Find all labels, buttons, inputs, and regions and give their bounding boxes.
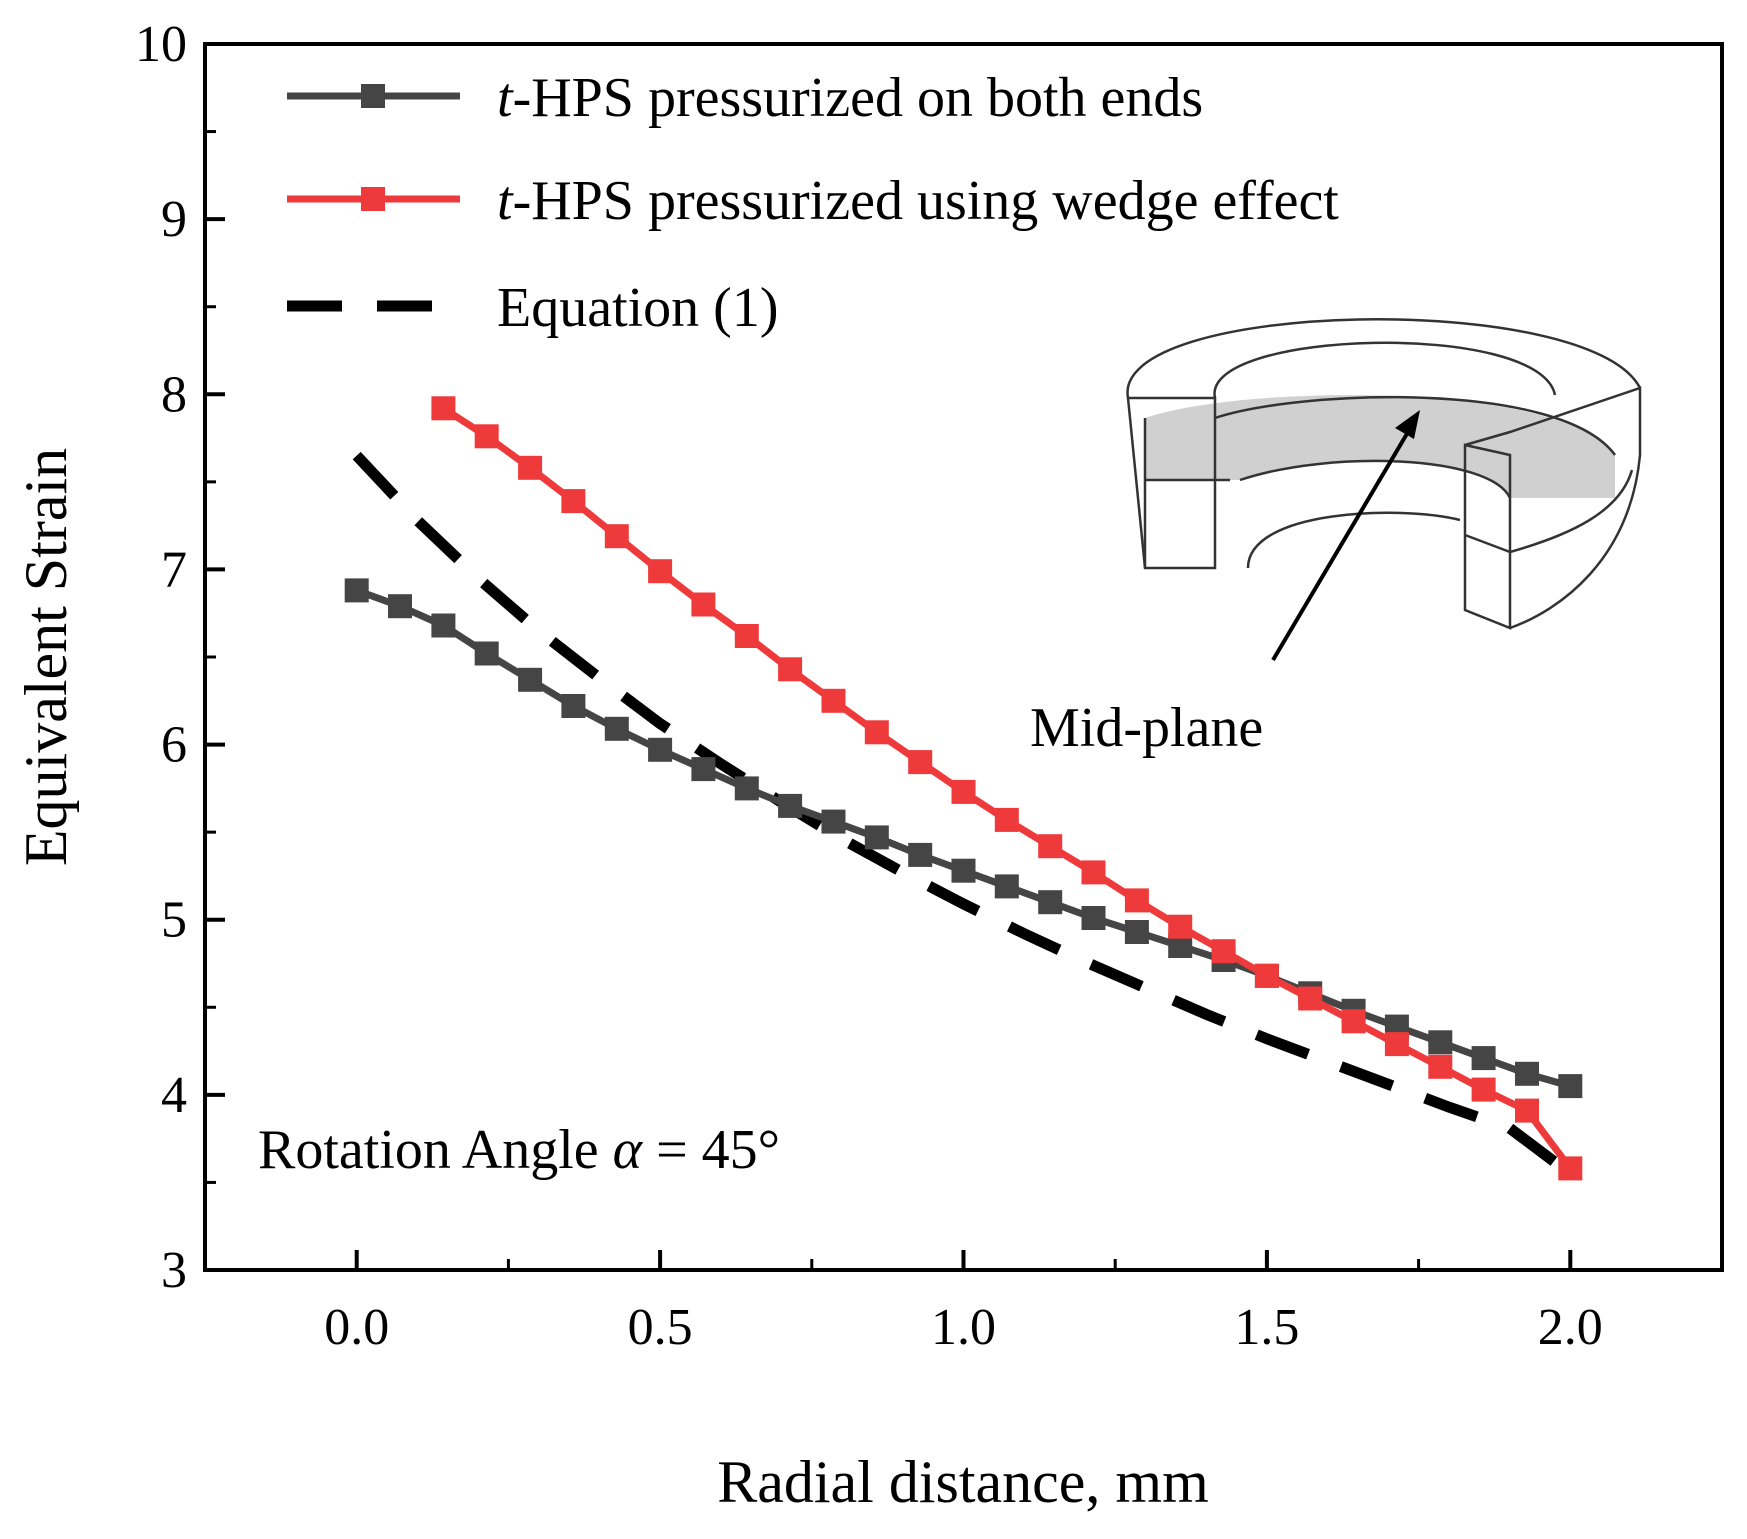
series-1-point-1 [474, 424, 499, 449]
series-1-point-24 [1471, 1077, 1496, 1102]
series-0-point-17 [1081, 906, 1106, 930]
legend-label-wedge-effect: t-HPS pressurized using wedge effect [497, 170, 1339, 232]
x-tick-label-2: 1.0 [931, 1299, 996, 1356]
series-1-point-10 [864, 720, 889, 745]
legend-label-equation: Equation (1) [497, 277, 778, 339]
series-1-point-3 [561, 489, 586, 514]
series-1-point-6 [691, 592, 716, 617]
series-1-point-7 [734, 624, 759, 648]
legend: t-HPS pressurized on both ends t-HPS pre… [287, 67, 1339, 339]
mid-plane-arrow-shaft [1271, 430, 1410, 662]
series-0-point-15 [994, 874, 1019, 899]
ring-right-face [1464, 386, 1642, 630]
series-0-point-8 [691, 757, 716, 782]
x-axis-title: Radial distance, mm [717, 1449, 1209, 1515]
x-tick-label-1: 0.5 [628, 1299, 693, 1356]
legend-entry-equation: Equation (1) [287, 277, 778, 339]
y-tick-label-3: 6 [161, 717, 187, 774]
y-tick-label-0: 3 [161, 1242, 187, 1299]
series-1-point-25 [1515, 1098, 1539, 1123]
ring-right-mid [1464, 533, 1511, 554]
series-0-point-14 [951, 858, 976, 883]
series-0-point-5 [561, 694, 586, 718]
x-tick-label-0: 0.0 [324, 1299, 389, 1356]
y-tick-label-2: 5 [161, 892, 187, 949]
legend-entry-wedge-effect: t-HPS pressurized using wedge effect [287, 170, 1339, 232]
series-0-point-7 [648, 737, 673, 762]
series-0-point-13 [908, 842, 933, 867]
series-0-point-4 [518, 667, 543, 692]
series-1-point-14 [1038, 834, 1063, 859]
series-1-point-8 [778, 657, 803, 682]
series-0-point-9 [734, 776, 759, 801]
series-0-point-16 [1038, 890, 1063, 915]
ring-right-mid-arc [1509, 469, 1634, 554]
series-1-point-21 [1341, 1009, 1366, 1034]
y-tick-label-4: 7 [161, 541, 187, 598]
legend-marker-wedge-effect [361, 187, 385, 211]
mid-plane-arrow [1271, 410, 1420, 662]
legend-entry-both-ends: t-HPS pressurized on both ends [287, 67, 1203, 129]
series-0-point-11 [821, 809, 846, 834]
series-1-point-5 [648, 559, 673, 584]
series-1-point-13 [994, 807, 1019, 832]
series-0-point-27 [1515, 1061, 1539, 1086]
series-1-point-4 [604, 524, 629, 549]
series-line-0 [355, 587, 1572, 1090]
series-1-point-16 [1124, 888, 1149, 913]
series-1-point-9 [821, 688, 846, 713]
series-0-point-12 [864, 825, 889, 850]
ring-inner-bottom [1246, 511, 1461, 569]
series-0-point-2 [431, 613, 456, 638]
y-tick-label-5: 8 [161, 366, 187, 423]
ring-outer-top [1126, 318, 1642, 399]
series-line-equation [352, 451, 1574, 1179]
series-0-point-1 [388, 594, 412, 619]
x-tick-label-3: 1.5 [1234, 1299, 1299, 1356]
series-1-point-2 [518, 455, 543, 480]
series-1-point-0 [431, 396, 456, 421]
series-0-point-28 [1558, 1074, 1583, 1099]
y-tick-label-6: 9 [161, 191, 187, 248]
mid-plane-outer-arc [1214, 396, 1617, 456]
series-1-point-22 [1384, 1032, 1409, 1057]
series-1-point-23 [1428, 1054, 1453, 1079]
series-0-point-10 [778, 793, 803, 818]
x-tick-label-4: 2.0 [1538, 1299, 1603, 1356]
mid-plane-label: Mid-plane [1030, 697, 1263, 759]
series-1-point-20 [1298, 986, 1323, 1011]
series-1-point-26 [1558, 1156, 1583, 1181]
mid-plane-arrow-head [1395, 410, 1420, 439]
ring-inner-top [1213, 341, 1557, 399]
y-tick-label-1: 4 [161, 1067, 187, 1124]
ring-inset-illustration [1126, 318, 1642, 630]
ring-left-block [1126, 396, 1217, 570]
series-0-point-26 [1471, 1046, 1496, 1071]
series-1-point-11 [908, 750, 933, 775]
series-1-point-12 [951, 779, 976, 804]
series-1-point-17 [1168, 914, 1193, 939]
series-1-point-19 [1254, 963, 1279, 988]
series-0-point-25 [1428, 1030, 1453, 1055]
rotation-angle-annotation: Rotation Angle α = 45° [258, 1119, 780, 1181]
legend-marker-both-ends [361, 84, 385, 108]
series-0-point-0 [344, 578, 369, 603]
y-axis-title: Equivalent Strain [13, 448, 79, 866]
series-1-point-15 [1081, 860, 1106, 885]
series-layer [344, 396, 1583, 1181]
mid-plane-inner-arc [1239, 459, 1512, 499]
series-0-point-18 [1124, 920, 1149, 944]
series-1-point-18 [1211, 939, 1236, 964]
legend-label-both-ends: t-HPS pressurized on both ends [497, 67, 1203, 129]
axes: 3 4 5 6 7 8 9 10 0.0 0.5 1.0 1.5 2.0 [135, 16, 1603, 1356]
series-0-point-6 [604, 716, 629, 741]
y-tick-label-7: 10 [135, 16, 187, 73]
series-0-point-3 [474, 641, 499, 666]
